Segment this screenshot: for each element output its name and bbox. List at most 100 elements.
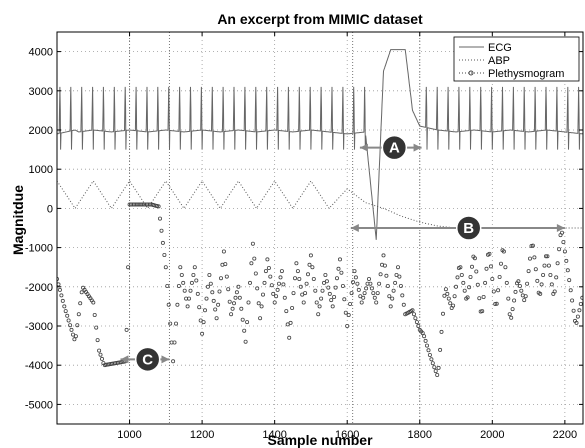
pleth-point	[324, 279, 329, 284]
pleth-point	[274, 294, 279, 299]
pleth-point	[298, 284, 303, 289]
annotation-b: B	[350, 215, 565, 241]
pleth-point	[342, 297, 347, 302]
pleth-point	[545, 254, 550, 259]
pleth-point	[327, 291, 332, 296]
pleth-point	[359, 300, 364, 305]
pleth-point	[290, 305, 295, 310]
pleth-point	[159, 228, 164, 233]
pleth-point	[435, 372, 440, 377]
pleth-point	[197, 305, 202, 310]
pleth-point	[436, 365, 441, 370]
pleth-point	[517, 283, 522, 288]
pleth-point	[179, 272, 184, 277]
pleth-point	[429, 357, 434, 362]
pleth-point	[452, 294, 457, 299]
pleth-point	[443, 287, 448, 292]
pleth-point	[461, 280, 466, 285]
pleth-point	[162, 252, 167, 257]
pleth-point	[375, 291, 380, 296]
pleth-point	[237, 295, 242, 300]
pleth-point	[387, 294, 392, 299]
pleth-point	[168, 321, 173, 326]
pleth-point	[217, 289, 222, 294]
pleth-point	[368, 281, 373, 286]
pleth-point	[71, 332, 76, 337]
pleth-point	[575, 314, 580, 319]
pleth-point	[243, 339, 248, 344]
pleth-point	[294, 261, 299, 266]
annotation-c: C	[120, 346, 170, 373]
ecg-line	[57, 49, 583, 240]
pleth-point	[330, 304, 335, 309]
pleth-point	[451, 303, 456, 308]
pleth-point	[126, 265, 131, 270]
x-tick-label: 2000	[480, 429, 504, 441]
pleth-point	[255, 286, 260, 291]
pleth-point	[188, 288, 193, 293]
pleth-point	[497, 274, 502, 279]
pleth-point	[525, 281, 530, 286]
annotation-layer: A B C	[120, 134, 565, 373]
y-tick-label: -3000	[25, 321, 53, 333]
x-tick-label: 1400	[262, 429, 286, 441]
pleth-point	[503, 265, 508, 270]
pleth-point	[301, 300, 306, 305]
pleth-point	[426, 348, 431, 353]
arrow-head-right	[556, 224, 565, 232]
pleth-point	[68, 323, 73, 328]
pleth-point	[259, 304, 264, 309]
pleth-point	[410, 308, 415, 313]
pleth-point	[165, 283, 170, 288]
pleth-point	[100, 356, 105, 361]
pleth-point	[57, 282, 61, 287]
pleth-point	[265, 257, 270, 262]
pleth-point	[75, 323, 80, 328]
y-tick-label: 2000	[29, 125, 53, 137]
pleth-point	[349, 291, 354, 296]
pleth-point	[346, 312, 351, 317]
legend-label: ABP	[488, 55, 510, 67]
pleth-point	[345, 323, 350, 328]
pleth-point	[311, 276, 316, 281]
pleth-point	[227, 299, 232, 304]
pleth-point	[319, 296, 324, 301]
y-tick-label: -4000	[25, 360, 53, 372]
pleth-point	[554, 275, 559, 280]
annotation-marker	[455, 215, 482, 241]
pleth-point	[253, 271, 258, 276]
pleth-point	[562, 249, 567, 254]
pleth-point	[171, 359, 176, 364]
pleth-point	[348, 301, 353, 306]
annotation-marker	[381, 134, 408, 161]
pleth-point	[175, 302, 180, 307]
legend-label: ECG	[488, 42, 512, 54]
pleth-point	[305, 272, 310, 277]
arrow-head-right	[161, 355, 170, 364]
pleth-point	[198, 318, 203, 323]
pleth-point	[541, 272, 546, 277]
y-tick-label: -5000	[25, 399, 53, 411]
pleth-point	[364, 286, 369, 291]
pleth-point	[398, 283, 403, 288]
pleth-point	[250, 241, 255, 246]
pleth-point	[275, 287, 280, 292]
pleth-point	[526, 269, 531, 274]
pleth-point	[284, 309, 289, 314]
pleth-point	[564, 258, 569, 263]
pleth-point	[160, 240, 165, 245]
pleth-point	[295, 269, 300, 274]
pleth-point	[568, 288, 573, 293]
pleth-point	[453, 284, 458, 289]
pleth-point	[316, 312, 321, 317]
pleth-point	[432, 365, 437, 370]
pleth-point	[59, 293, 64, 298]
pleth-point	[557, 247, 562, 252]
x-tick-label: 1000	[117, 429, 141, 441]
pleth-point	[504, 280, 509, 285]
pleth-point	[282, 295, 287, 300]
pleth-point	[65, 313, 70, 318]
pleth-point	[355, 281, 360, 286]
